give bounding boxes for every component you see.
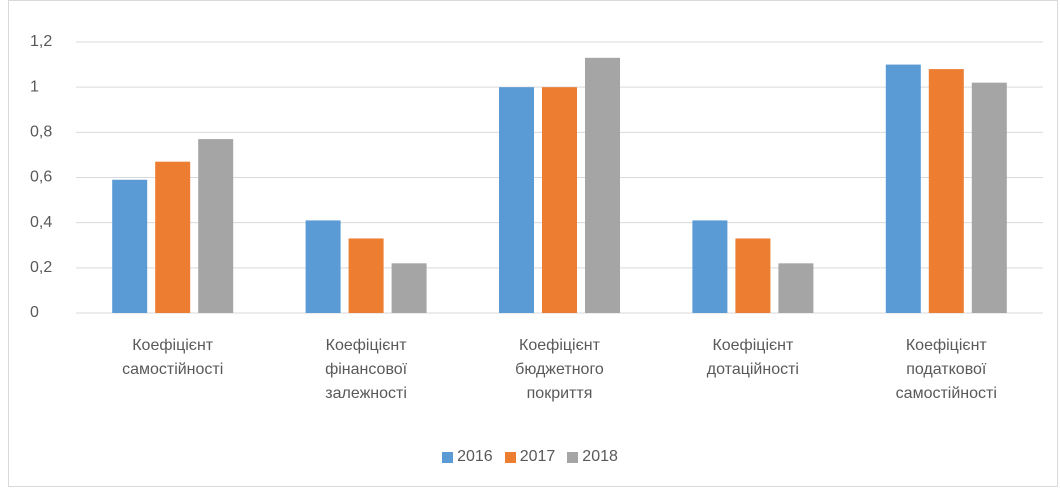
x-tick-label: Коефіцієнт самостійності (122, 337, 224, 378)
legend-swatch (442, 451, 454, 463)
bar (348, 238, 384, 313)
legend-item: 2018 (567, 448, 618, 466)
y-tick-label: 0 (30, 304, 39, 321)
bar (735, 238, 771, 313)
legend-swatch (567, 451, 579, 463)
bar (155, 161, 191, 313)
bar (928, 69, 964, 313)
bar (499, 87, 534, 314)
x-tick-label: Коефіцієнт бюджетного покриття (515, 337, 604, 402)
legend-label: 2017 (519, 448, 556, 465)
bar (885, 64, 921, 313)
legend-item: 2016 (442, 448, 493, 466)
bar (391, 263, 427, 313)
bar (971, 82, 1007, 314)
x-tick-label: Коефіцієнт дотаційності (706, 337, 799, 378)
legend-swatch (504, 451, 516, 463)
bar (112, 179, 148, 313)
x-tick-label: Коефіцієнт податкової самостійності (895, 337, 997, 402)
legend-label: 2016 (457, 448, 493, 465)
y-tick-label: 0,6 (30, 169, 52, 186)
y-tick-label: 0,8 (30, 124, 52, 141)
y-tick-label: 1 (30, 78, 39, 95)
bar (542, 87, 577, 314)
bar (585, 57, 620, 313)
y-tick-label: 0,4 (30, 214, 52, 231)
legend: 2016 2017 2018 (0, 448, 1060, 466)
bar (198, 139, 234, 313)
chart-frame (8, 0, 1058, 487)
bar (778, 263, 814, 313)
bar (305, 220, 341, 313)
legend-label: 2018 (582, 448, 618, 465)
y-tick-label: 0,2 (30, 259, 52, 276)
y-tick-label: 1,2 (30, 33, 52, 50)
bar (692, 220, 728, 313)
legend-item: 2017 (504, 448, 556, 466)
x-tick-label: Коефіцієнт фінансової залежності (325, 337, 408, 402)
